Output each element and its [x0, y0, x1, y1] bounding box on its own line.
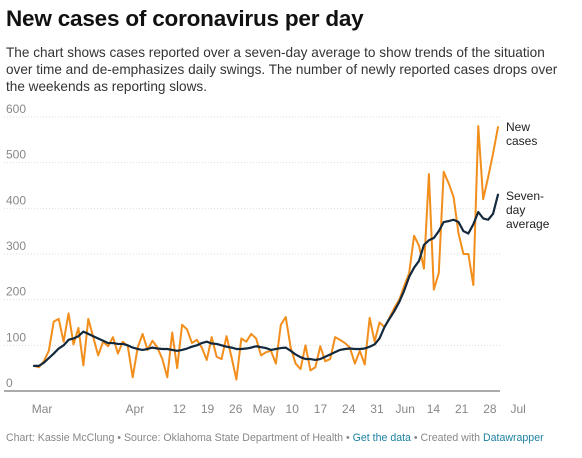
- x-tick-label: Apr: [126, 402, 145, 416]
- datawrapper-link[interactable]: Datawrapper: [482, 432, 544, 444]
- x-tick-label: 21: [455, 402, 469, 416]
- footer-separator: •: [410, 432, 421, 444]
- series-label-line: New: [506, 120, 530, 134]
- y-tick-label: 200: [6, 285, 26, 299]
- y-tick-label: 400: [6, 193, 26, 207]
- seven-day-average-line: [32, 193, 500, 367]
- y-tick-label: 600: [6, 102, 26, 116]
- series-label-line: day: [506, 203, 525, 217]
- y-tick-label: 300: [6, 239, 26, 253]
- x-tick-label: 17: [314, 402, 328, 416]
- chart-credit: Chart: Kassie McClung: [6, 432, 115, 444]
- y-tick-label: 500: [6, 148, 26, 162]
- data-source: Source: Oklahoma State Department of Hea…: [123, 432, 344, 444]
- get-the-data-link[interactable]: Get the data: [352, 432, 411, 444]
- x-tick-label: 14: [427, 402, 441, 416]
- page-title: New cases of coronavirus per day: [6, 6, 364, 31]
- gridlines: [4, 116, 500, 392]
- y-axis-tick-labels: 0 100 200 300 400 500 600: [6, 102, 26, 390]
- x-tick-label: 19: [201, 402, 215, 416]
- y-tick-label: 0: [6, 376, 13, 390]
- chart-footer: Chart: Kassie McClung • Source: Oklahoma…: [6, 432, 544, 444]
- x-tick-label: 12: [173, 402, 187, 416]
- x-tick-label: 28: [483, 402, 497, 416]
- x-tick-label: Jul: [511, 402, 526, 416]
- footer-separator: •: [343, 432, 353, 444]
- series-label-line: cases: [506, 134, 537, 148]
- x-tick-label: 26: [229, 402, 243, 416]
- series-label-line: Seven-: [506, 189, 544, 203]
- x-tick-label: 24: [342, 402, 356, 416]
- x-tick-label: May: [253, 402, 276, 416]
- seven-day-average-label: Seven-day average: [506, 189, 550, 231]
- series-label-line: average: [506, 217, 550, 231]
- series-labels: New cases Seven-day average: [506, 120, 550, 231]
- series-lines: [32, 125, 500, 381]
- x-tick-label: Jun: [396, 402, 415, 416]
- x-tick-label: 31: [370, 402, 384, 416]
- x-axis-tick-labels: Mar Apr 12 19 26 May 10 17 24 31 Jun 14 21 28 Jul: [32, 402, 526, 416]
- footer-separator: •: [114, 432, 124, 444]
- y-tick-label: 100: [6, 330, 26, 344]
- new-cases-label: New cases: [506, 120, 537, 148]
- x-tick-label: 10: [286, 402, 300, 416]
- chart-description: The chart shows cases reported over a se…: [6, 45, 558, 94]
- x-tick-label: Mar: [32, 402, 53, 416]
- created-with-text: Created with: [420, 432, 483, 444]
